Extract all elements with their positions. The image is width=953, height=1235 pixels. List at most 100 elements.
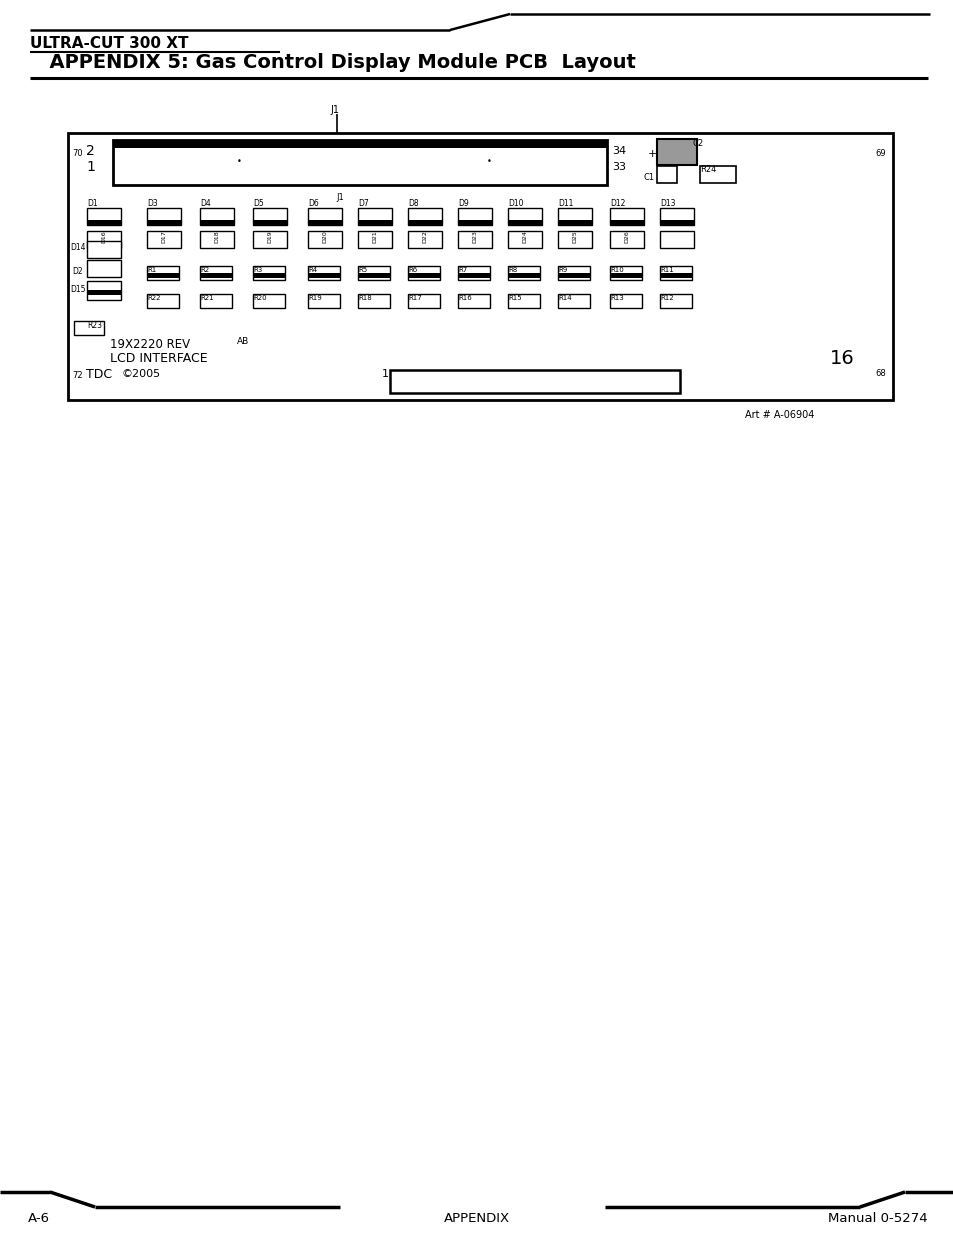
Text: R9: R9 bbox=[558, 267, 567, 273]
Bar bbox=[408, 231, 441, 248]
Bar bbox=[357, 273, 390, 278]
Bar bbox=[87, 207, 121, 225]
Bar bbox=[253, 273, 285, 278]
Text: 70: 70 bbox=[71, 149, 83, 158]
Text: R7: R7 bbox=[457, 267, 467, 273]
Text: D11: D11 bbox=[558, 199, 573, 207]
Text: J1: J1 bbox=[330, 105, 338, 115]
Text: D22: D22 bbox=[422, 231, 427, 243]
Bar bbox=[308, 294, 339, 308]
Text: R20: R20 bbox=[253, 295, 266, 301]
Bar bbox=[147, 231, 181, 248]
Bar bbox=[457, 273, 490, 278]
Bar bbox=[308, 273, 339, 278]
Text: •: • bbox=[486, 158, 492, 167]
Text: J1: J1 bbox=[335, 193, 343, 201]
Bar bbox=[357, 220, 392, 225]
Text: R19: R19 bbox=[308, 295, 321, 301]
Bar bbox=[457, 294, 490, 308]
Text: R11: R11 bbox=[659, 267, 673, 273]
Text: 19X2220 REV: 19X2220 REV bbox=[110, 337, 190, 351]
Text: D4: D4 bbox=[200, 199, 211, 207]
Bar bbox=[507, 273, 539, 278]
Text: 72: 72 bbox=[71, 370, 83, 379]
Text: ULTRA-CUT 300 XT: ULTRA-CUT 300 XT bbox=[30, 37, 189, 52]
Bar bbox=[200, 231, 233, 248]
Text: R8: R8 bbox=[507, 267, 517, 273]
Bar bbox=[507, 207, 541, 225]
Bar bbox=[112, 140, 606, 148]
Bar bbox=[308, 266, 339, 280]
Bar bbox=[200, 207, 233, 225]
Text: A-6: A-6 bbox=[28, 1212, 50, 1224]
Text: APPENDIX 5: Gas Control Display Module PCB  Layout: APPENDIX 5: Gas Control Display Module P… bbox=[36, 53, 636, 72]
Text: D21: D21 bbox=[372, 231, 377, 243]
Bar bbox=[609, 294, 641, 308]
Bar bbox=[659, 294, 691, 308]
Bar bbox=[200, 273, 232, 278]
Bar bbox=[87, 241, 121, 258]
Text: R6: R6 bbox=[408, 267, 416, 273]
Text: 33: 33 bbox=[612, 162, 625, 172]
Bar bbox=[357, 231, 392, 248]
Bar bbox=[609, 220, 643, 225]
Bar bbox=[558, 220, 592, 225]
Bar bbox=[457, 220, 492, 225]
Bar bbox=[700, 165, 735, 183]
Bar bbox=[457, 207, 492, 225]
Text: R13: R13 bbox=[609, 295, 623, 301]
Text: R16: R16 bbox=[457, 295, 471, 301]
Bar bbox=[507, 220, 541, 225]
Bar bbox=[558, 294, 589, 308]
Bar bbox=[659, 273, 691, 278]
Bar bbox=[657, 140, 697, 165]
Bar bbox=[87, 282, 121, 300]
Text: AB: AB bbox=[236, 337, 249, 347]
Text: D25: D25 bbox=[572, 231, 577, 243]
Bar bbox=[200, 220, 233, 225]
Text: 34: 34 bbox=[612, 146, 625, 156]
Bar bbox=[253, 220, 287, 225]
Text: R18: R18 bbox=[357, 295, 372, 301]
Bar bbox=[357, 266, 390, 280]
Bar bbox=[408, 220, 441, 225]
Bar bbox=[408, 294, 439, 308]
Text: R21: R21 bbox=[200, 295, 213, 301]
Text: Art # A-06904: Art # A-06904 bbox=[744, 410, 814, 420]
Text: ©2005: ©2005 bbox=[122, 369, 161, 379]
Text: D19: D19 bbox=[267, 231, 273, 243]
Bar bbox=[357, 294, 390, 308]
Text: D24: D24 bbox=[522, 231, 527, 243]
Text: D13: D13 bbox=[659, 199, 675, 207]
Text: D6: D6 bbox=[308, 199, 318, 207]
Text: D17: D17 bbox=[161, 231, 167, 243]
Text: TDC: TDC bbox=[86, 368, 112, 380]
Bar bbox=[558, 207, 592, 225]
Text: D18: D18 bbox=[214, 231, 219, 243]
Text: D5: D5 bbox=[253, 199, 263, 207]
Bar bbox=[147, 294, 179, 308]
Text: R15: R15 bbox=[507, 295, 521, 301]
Text: 1: 1 bbox=[86, 161, 94, 174]
Bar bbox=[308, 220, 341, 225]
Text: D10: D10 bbox=[507, 199, 523, 207]
Bar bbox=[609, 207, 643, 225]
Text: D1: D1 bbox=[87, 199, 97, 207]
Text: D3: D3 bbox=[147, 199, 157, 207]
Text: R4: R4 bbox=[308, 267, 316, 273]
Bar bbox=[408, 266, 439, 280]
Bar bbox=[659, 207, 693, 225]
Text: R3: R3 bbox=[253, 267, 262, 273]
Bar bbox=[87, 220, 121, 225]
Text: R2: R2 bbox=[200, 267, 209, 273]
Text: R22: R22 bbox=[147, 295, 160, 301]
Text: D7: D7 bbox=[357, 199, 369, 207]
Bar bbox=[308, 207, 341, 225]
Bar bbox=[253, 294, 285, 308]
Text: APPENDIX: APPENDIX bbox=[443, 1212, 510, 1224]
Bar bbox=[253, 266, 285, 280]
Text: 69: 69 bbox=[874, 149, 884, 158]
Text: LCD INTERFACE: LCD INTERFACE bbox=[110, 352, 208, 364]
Bar bbox=[357, 207, 392, 225]
Text: C2: C2 bbox=[692, 138, 703, 147]
